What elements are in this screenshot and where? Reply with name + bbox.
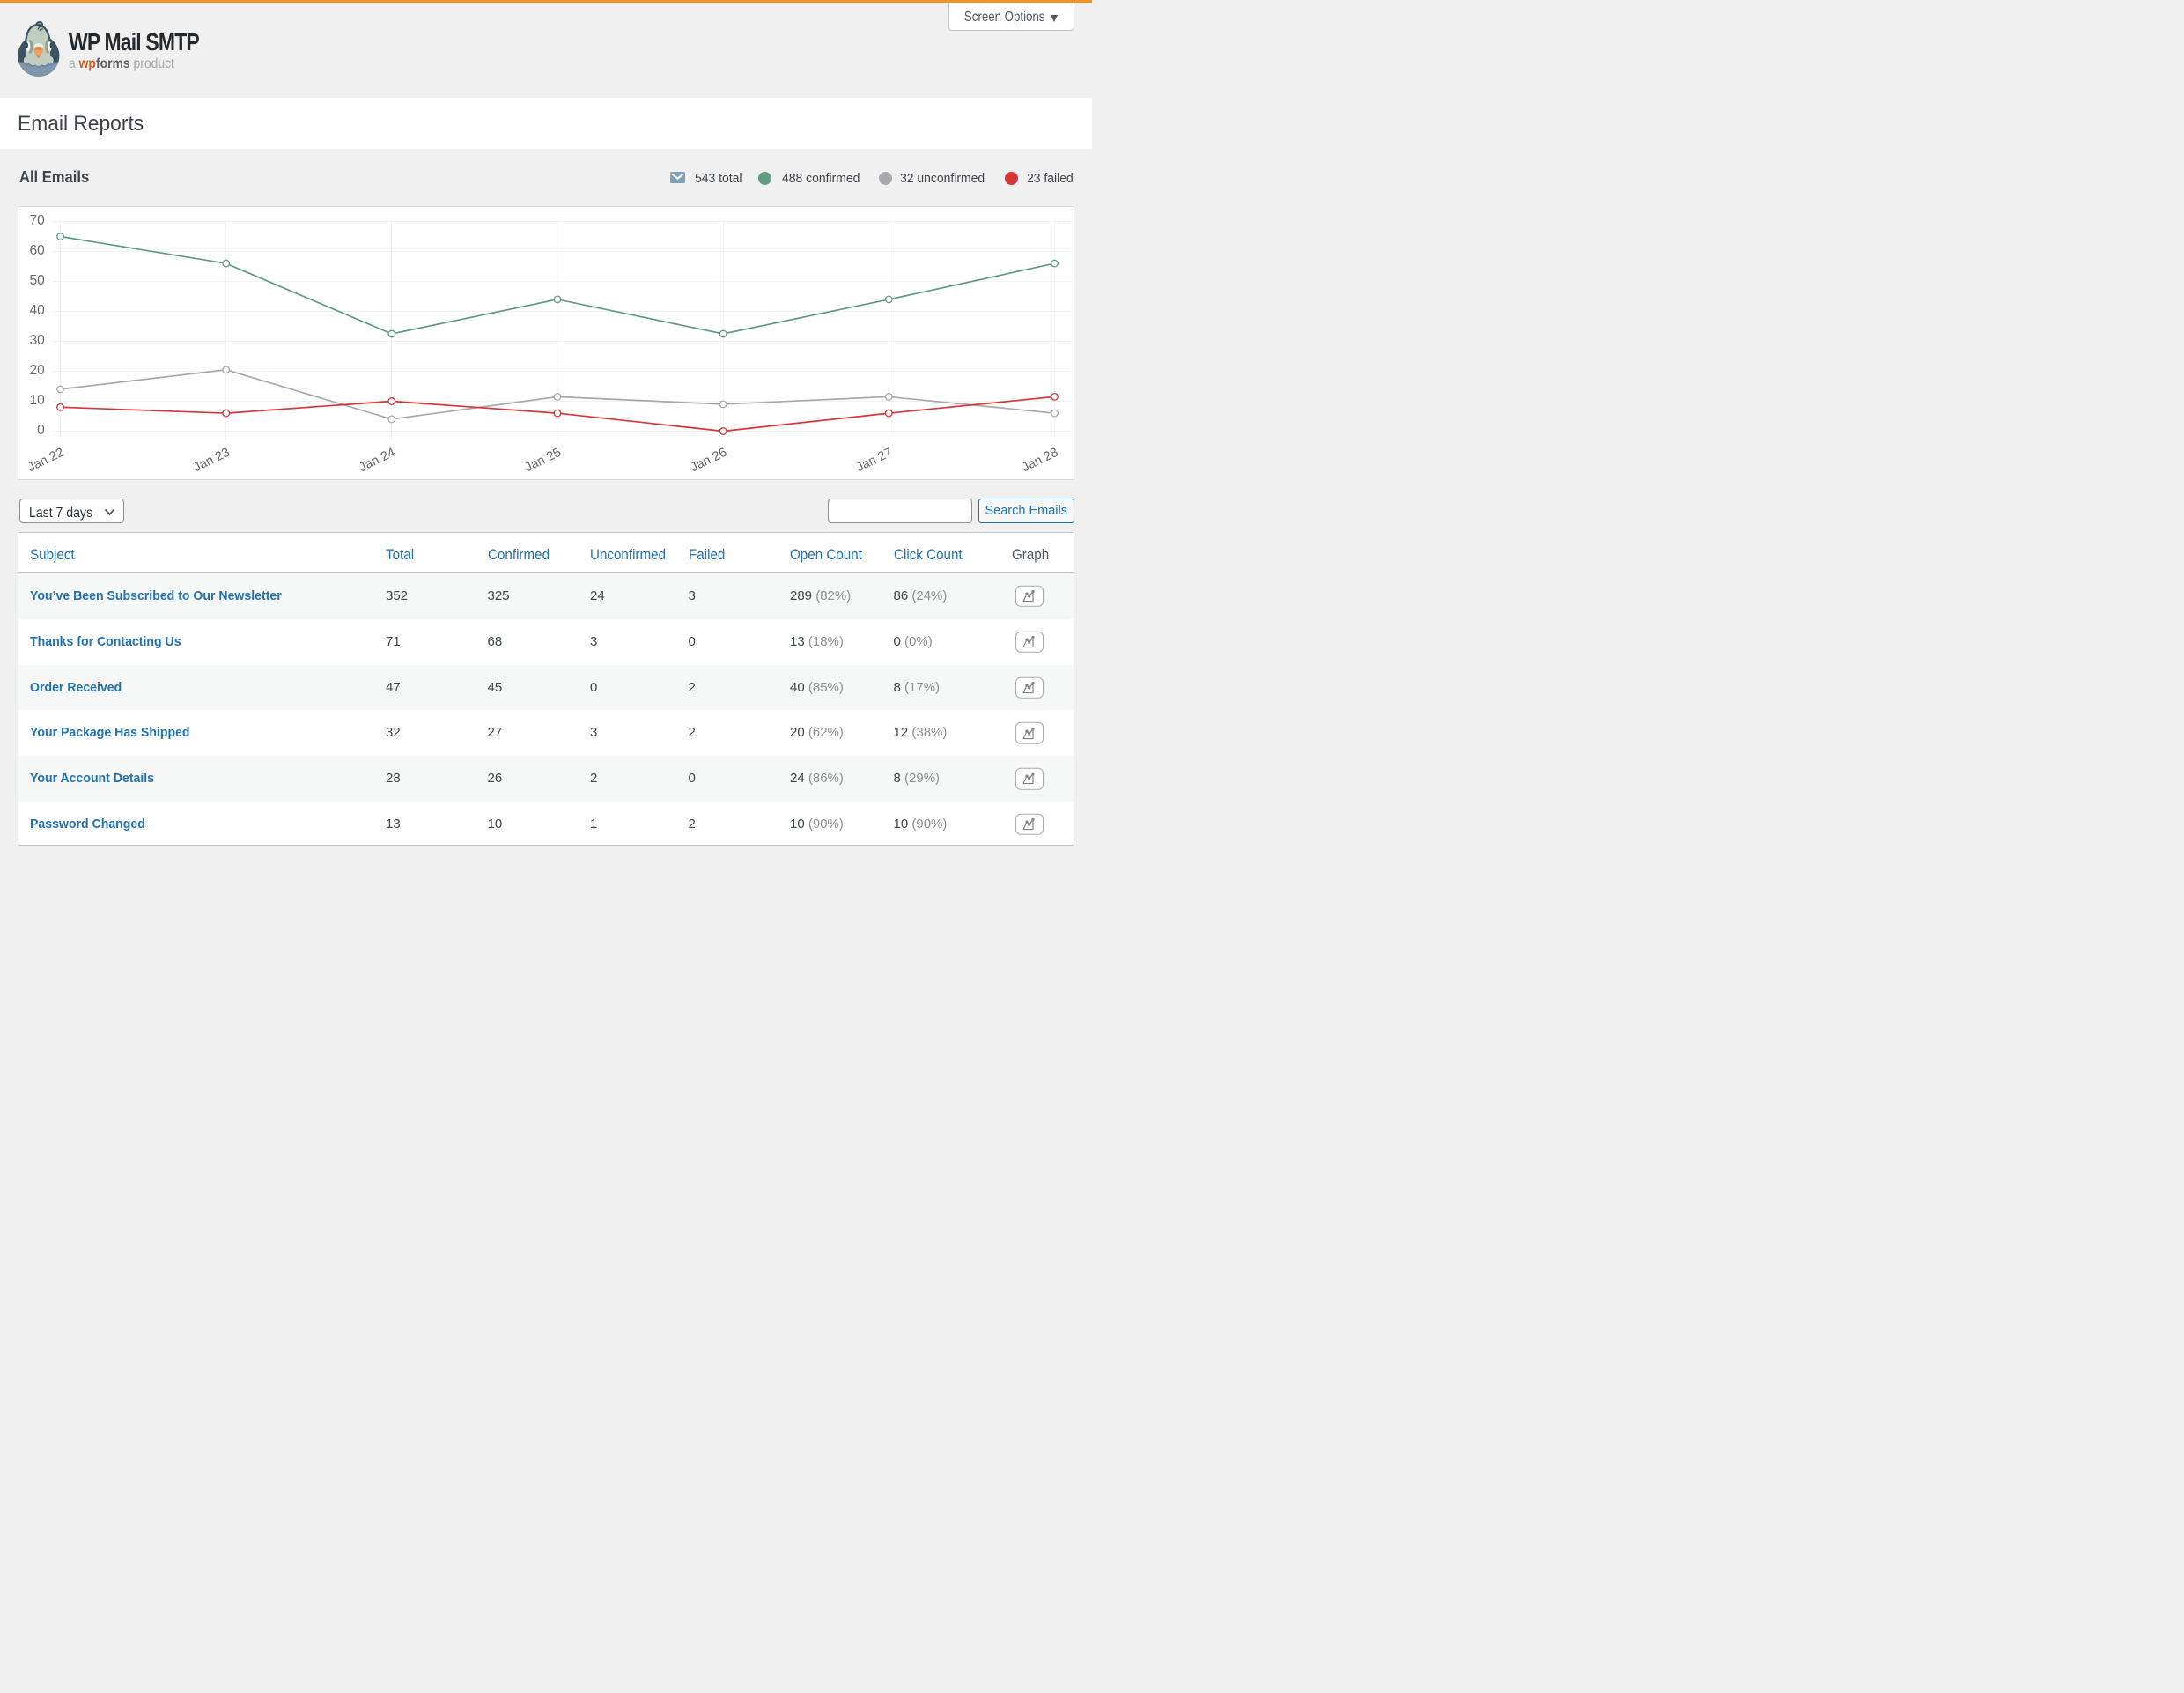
svg-text:30: 30 [30,333,46,348]
svg-text:Jan 26: Jan 26 [689,445,729,474]
svg-text:Jan 23: Jan 23 [191,445,232,474]
svg-text:50: 50 [30,273,46,288]
svg-text:10: 10 [30,393,46,408]
svg-text:60: 60 [30,243,46,258]
svg-text:0: 0 [37,423,45,438]
svg-text:Jan 24: Jan 24 [357,445,397,474]
svg-text:70: 70 [30,213,46,228]
svg-text:Jan 25: Jan 25 [523,445,564,474]
svg-text:Jan 27: Jan 27 [854,445,895,474]
svg-text:20: 20 [30,363,46,378]
svg-text:Jan 28: Jan 28 [1020,445,1060,474]
svg-text:Jan 22: Jan 22 [26,445,66,474]
svg-text:40: 40 [30,303,46,318]
